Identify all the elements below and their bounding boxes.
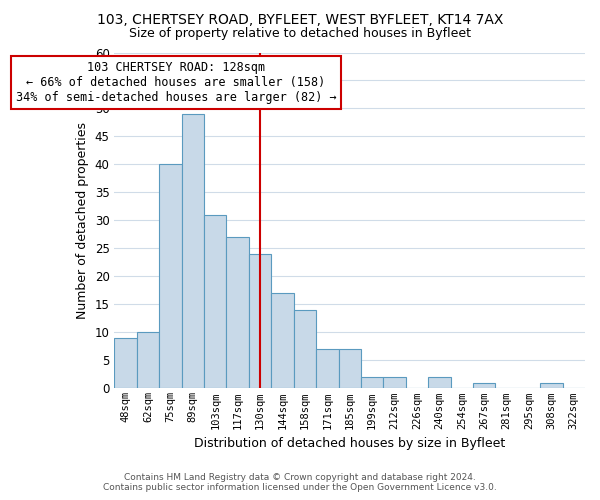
Text: Size of property relative to detached houses in Byfleet: Size of property relative to detached ho… [129, 28, 471, 40]
Text: 103, CHERTSEY ROAD, BYFLEET, WEST BYFLEET, KT14 7AX: 103, CHERTSEY ROAD, BYFLEET, WEST BYFLEE… [97, 12, 503, 26]
Bar [249, 254, 271, 388]
Text: Contains HM Land Registry data © Crown copyright and database right 2024.
Contai: Contains HM Land Registry data © Crown c… [103, 473, 497, 492]
Bar [383, 377, 406, 388]
Text: 103 CHERTSEY ROAD: 128sqm
← 66% of detached houses are smaller (158)
34% of semi: 103 CHERTSEY ROAD: 128sqm ← 66% of detac… [16, 61, 337, 104]
Bar [361, 377, 383, 388]
Bar [137, 332, 159, 388]
Bar [293, 310, 316, 388]
Bar [338, 349, 361, 389]
Bar [540, 383, 563, 388]
Y-axis label: Number of detached properties: Number of detached properties [76, 122, 89, 319]
Bar [316, 349, 338, 389]
X-axis label: Distribution of detached houses by size in Byfleet: Distribution of detached houses by size … [194, 437, 505, 450]
Bar [226, 237, 249, 388]
Bar [473, 383, 496, 388]
Bar [271, 293, 293, 388]
Bar [204, 215, 226, 388]
Bar [159, 164, 182, 388]
Bar [115, 338, 137, 388]
Bar [182, 114, 204, 388]
Bar [428, 377, 451, 388]
